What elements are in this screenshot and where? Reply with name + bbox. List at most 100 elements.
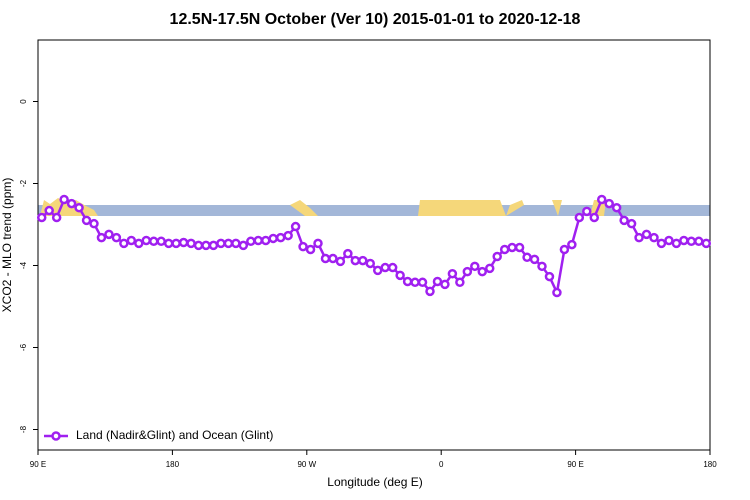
data-point [178, 237, 189, 248]
data-point [664, 235, 674, 246]
data-point [313, 238, 323, 249]
data-point [492, 251, 502, 262]
data-point [686, 236, 697, 247]
data-point [529, 254, 540, 265]
data-point [119, 238, 129, 249]
data-point [596, 194, 607, 205]
data-point [656, 238, 667, 249]
data-point [163, 238, 174, 249]
data-point [231, 238, 241, 249]
data-point [238, 240, 249, 251]
data-point [402, 276, 413, 287]
data-point [343, 248, 353, 259]
data-point [268, 233, 278, 244]
data-point [126, 235, 137, 246]
data-point [36, 212, 47, 223]
data-point [395, 270, 405, 281]
data-point [604, 198, 614, 209]
land-segment [506, 200, 524, 216]
data-point [537, 261, 547, 272]
data-point [156, 236, 166, 247]
data-point [552, 287, 562, 298]
data-point [694, 236, 704, 247]
data-point [74, 202, 84, 213]
land-segment [418, 200, 506, 216]
data-point [328, 253, 338, 264]
y-tick-label: -2 [19, 179, 28, 187]
data-point [462, 266, 473, 277]
data-point [455, 277, 465, 288]
x-tick-label: 90 E [30, 460, 46, 469]
x-tick-label: 180 [703, 460, 717, 469]
data-point [507, 242, 517, 253]
data-point [701, 238, 712, 249]
data-point [380, 262, 390, 273]
data-point [671, 238, 682, 249]
data-point [477, 266, 488, 277]
data-point [260, 235, 271, 246]
data-point [358, 255, 368, 266]
data-point [148, 236, 159, 247]
y-tick-label: -4 [19, 261, 28, 269]
data-point [96, 232, 107, 243]
data-point [111, 232, 122, 243]
data-point [619, 215, 629, 226]
chart-title: 12.5N-17.5N October (Ver 10) 2015-01-01 … [170, 11, 581, 28]
surface-strip [38, 198, 710, 216]
land-segment [552, 200, 562, 216]
data-point [89, 218, 99, 229]
data-point [253, 235, 264, 246]
data-point [634, 232, 644, 243]
data-point [283, 230, 293, 241]
data-point [499, 244, 510, 255]
data-point [44, 205, 54, 216]
data-point [679, 235, 689, 246]
x-tick-label: 90 W [297, 460, 316, 469]
data-point [432, 276, 443, 287]
data-point [626, 218, 637, 229]
data-point [290, 221, 301, 232]
data-point [544, 271, 555, 282]
data-point [387, 262, 398, 273]
data-point [298, 241, 308, 252]
data-point [372, 265, 383, 276]
x-tick-label: 90 E [567, 460, 583, 469]
data-point [171, 238, 181, 249]
y-tick-label: -6 [19, 343, 28, 351]
data-point [522, 252, 532, 263]
x-axis-label: Longitude (deg E) [327, 475, 422, 489]
ocean-strip [38, 205, 710, 216]
y-tick-label: 0 [19, 99, 28, 104]
y-axis-label: XCO2 - MLO trend (ppm) [0, 178, 14, 313]
data-point [559, 244, 570, 255]
data-point [193, 240, 204, 251]
data-point [410, 277, 420, 288]
data-point [574, 212, 585, 223]
data-point [641, 229, 652, 240]
data-point [186, 238, 196, 249]
data-point [335, 256, 346, 267]
data-point [201, 240, 211, 251]
data-point [305, 244, 316, 255]
data-point [470, 261, 480, 272]
data-point [589, 212, 600, 223]
x-tick-label: 0 [439, 460, 444, 469]
data-point [350, 255, 361, 266]
data-point [320, 253, 331, 264]
legend-label: Land (Nadir&Glint) and Ocean (Glint) [76, 428, 273, 442]
data-point [582, 206, 592, 217]
data-point [611, 202, 622, 213]
data-point [425, 286, 435, 297]
data-point [51, 212, 62, 223]
land-segment [290, 200, 318, 216]
data-point [417, 277, 428, 288]
data-point [81, 215, 92, 226]
data-point [208, 240, 219, 251]
data-point [223, 238, 234, 249]
y-tick-label: -8 [19, 425, 28, 433]
data-point [134, 238, 144, 249]
data-point [447, 268, 458, 279]
data-point [567, 239, 577, 250]
